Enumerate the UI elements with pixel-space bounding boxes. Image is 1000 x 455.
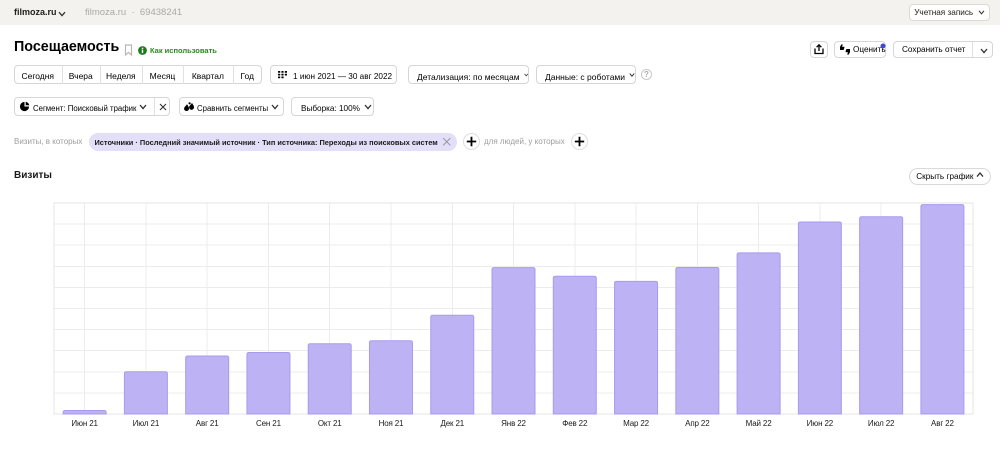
svg-text:Июл 21: Июл 21 [133,419,160,428]
svg-text:Дек 21: Дек 21 [440,419,464,428]
svg-text:Авг 21: Авг 21 [196,419,219,428]
svg-text:Июл 22: Июл 22 [868,419,895,428]
svg-text:Авг 22: Авг 22 [931,419,954,428]
svg-text:Мар 22: Мар 22 [623,419,650,428]
svg-text:Янв 22: Янв 22 [501,419,526,428]
svg-text:?: ? [644,70,649,79]
svg-text:Фев 22: Фев 22 [562,419,588,428]
svg-text:Ноя 21: Ноя 21 [379,419,404,428]
svg-text:Май 22: Май 22 [746,419,773,428]
svg-text:Окт 21: Окт 21 [318,419,342,428]
svg-text:Апр 22: Апр 22 [685,419,710,428]
svg-text:Июн 22: Июн 22 [807,419,834,428]
svg-text:Сен 21: Сен 21 [256,419,282,428]
svg-text:Июн 21: Июн 21 [71,419,98,428]
